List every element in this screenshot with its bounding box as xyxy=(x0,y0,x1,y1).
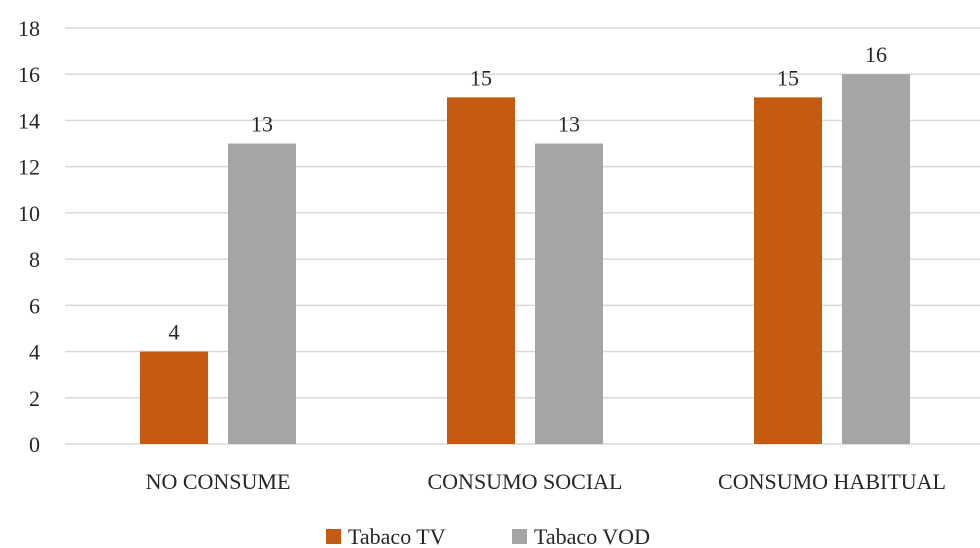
bar-tabaco-tv-consumo-habitual xyxy=(754,97,822,444)
data-label-tabaco-tv-2: 15 xyxy=(777,65,799,90)
y-tick-label-16: 16 xyxy=(18,62,40,87)
bar-tabaco-vod-consumo-social xyxy=(535,143,603,445)
data-label-tabaco-tv-1: 15 xyxy=(470,65,492,90)
y-tick-label-6: 6 xyxy=(29,293,40,318)
bar-tabaco-tv-consumo-social xyxy=(447,97,515,444)
y-tick-label-12: 12 xyxy=(18,155,40,180)
bar-tabaco-vod-no-consume xyxy=(228,143,296,445)
gridlines xyxy=(65,27,980,445)
legend-swatch-0 xyxy=(326,529,341,544)
data-label-tabaco-vod-0: 13 xyxy=(251,112,273,137)
y-tick-label-4: 4 xyxy=(29,340,40,365)
y-tick-label-14: 14 xyxy=(18,108,40,133)
x-category-label-2: CONSUMO HABITUAL xyxy=(718,469,946,494)
y-tick-label-8: 8 xyxy=(29,247,40,272)
data-label-tabaco-vod-2: 16 xyxy=(865,42,887,67)
y-tick-label-2: 2 xyxy=(29,386,40,411)
data-label-tabaco-vod-1: 13 xyxy=(558,112,580,137)
y-tick-label-0: 0 xyxy=(29,432,40,457)
legend-swatch-1 xyxy=(512,529,527,544)
legend-label-0: Tabaco TV xyxy=(348,524,446,548)
x-axis-categories: NO CONSUME CONSUMO SOCIAL CONSUMO HABITUAL xyxy=(146,469,946,494)
y-axis-ticks: 0 2 4 6 8 10 12 14 16 18 xyxy=(18,16,40,457)
bars xyxy=(140,74,910,445)
data-label-tabaco-tv-0: 4 xyxy=(169,320,180,345)
x-category-label-1: CONSUMO SOCIAL xyxy=(428,469,623,494)
bar-tabaco-vod-consumo-habitual xyxy=(842,74,910,444)
legend-label-1: Tabaco VOD xyxy=(534,524,650,548)
y-tick-label-10: 10 xyxy=(18,201,40,226)
x-category-label-0: NO CONSUME xyxy=(146,469,291,494)
data-labels: 4 13 15 13 15 16 xyxy=(169,42,888,344)
y-tick-label-18: 18 xyxy=(18,16,40,41)
bar-tabaco-tv-no-consume xyxy=(140,351,208,444)
legend: Tabaco TV Tabaco VOD xyxy=(326,524,650,548)
